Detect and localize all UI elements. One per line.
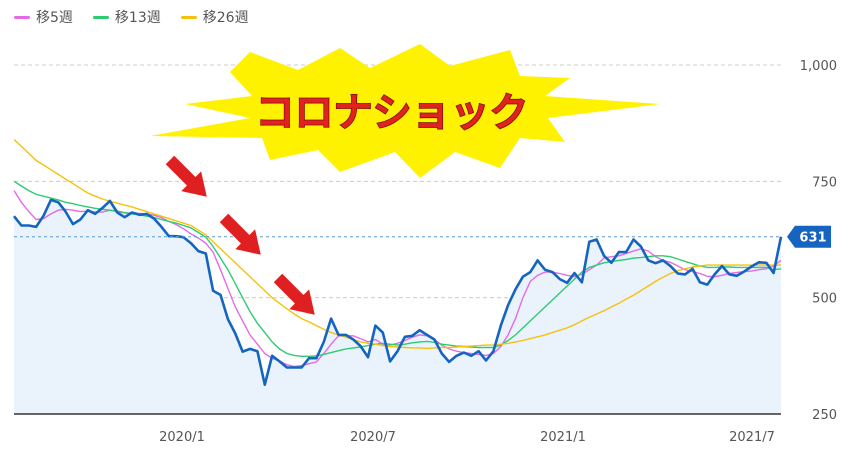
legend-item-ma13[interactable]: 移13週 — [92, 7, 161, 27]
y-tick-label: 250 — [812, 408, 837, 423]
banner-title: コロナショック — [255, 91, 528, 136]
arrow-icon-1 — [165, 155, 207, 197]
arrow-icon-3 — [273, 273, 315, 315]
y-tick-label: 500 — [812, 292, 837, 307]
y-tick-label: 1,000 — [800, 59, 837, 74]
last-value-label: 631 — [799, 231, 826, 246]
x-tick-label: 2020/1 — [159, 430, 205, 445]
x-tick-label: 2021/1 — [540, 430, 586, 445]
legend-item-ma5[interactable]: 移5週 — [14, 7, 73, 27]
decline-arrows — [165, 155, 315, 315]
corona-shock-banner: コロナショック — [150, 44, 660, 178]
legend-label-ma13: 移13週 — [114, 10, 161, 26]
legend-swatch-ma26 — [180, 15, 197, 19]
price-area-fill — [14, 199, 781, 414]
legend: 移5週 移13週 移26週 — [14, 6, 269, 28]
y-axis: 1,000 750 500 250 — [800, 59, 837, 423]
last-value-marker: 631 — [787, 225, 831, 248]
price-line[interactable] — [12, 198, 783, 386]
legend-swatch-ma5 — [14, 15, 30, 19]
legend-swatch-ma13 — [92, 15, 109, 19]
banner-starburst — [150, 44, 660, 178]
y-tick-label: 750 — [812, 175, 837, 190]
ma26-line[interactable] — [13, 138, 781, 350]
last-value-marker-shape — [787, 225, 831, 248]
legend-label-ma5: 移5週 — [36, 10, 73, 26]
x-tick-label: 2021/7 — [729, 430, 775, 445]
legend-label-ma26: 移26週 — [202, 10, 249, 26]
x-axis: 2020/1 2020/7 2021/1 2021/7 — [14, 413, 781, 445]
arrow-icon-2 — [219, 213, 261, 255]
x-tick-label: 2020/7 — [350, 430, 396, 445]
legend-item-ma26[interactable]: 移26週 — [180, 7, 249, 27]
